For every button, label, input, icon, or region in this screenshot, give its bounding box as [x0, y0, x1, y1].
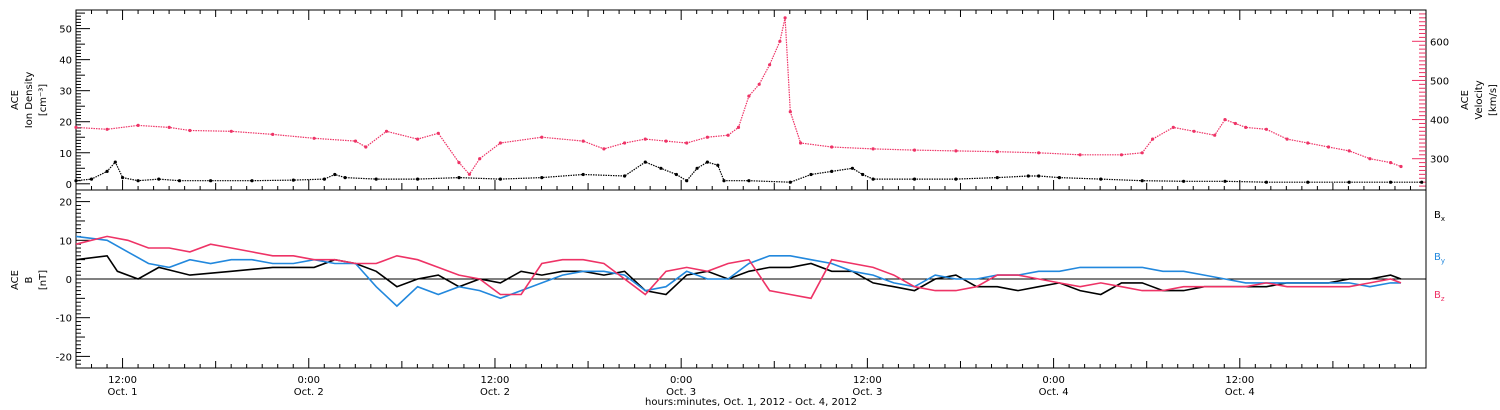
field-tick-label: 0 [66, 275, 72, 286]
x-tick-date: Oct. 3 [666, 387, 696, 398]
x-tick-time: 0:00 [1042, 375, 1064, 386]
velocity-series-point [271, 132, 275, 136]
x-axis-label: hours:minutes, Oct. 1, 2012 - Oct. 4, 20… [645, 397, 857, 408]
field-tick-label: 10 [59, 236, 72, 247]
velocity-series-point [540, 135, 544, 139]
legend-bx-name: B [1434, 210, 1441, 221]
velocity-tick-label: 400 [1430, 116, 1449, 127]
velocity-series-point [1192, 129, 1196, 133]
chart-dynamic-layer: 01020304050300400500600-20-100102012:00O… [56, 10, 1449, 398]
density-axis-label-line1: ACE [10, 90, 21, 110]
density-series-point [1182, 179, 1186, 183]
field-tick-label: -20 [56, 352, 72, 363]
velocity-series [74, 16, 1403, 176]
density-axis-label: ACE Ion Density [cm⁻³] [10, 72, 49, 129]
bz-series [75, 235, 1402, 300]
field-tick-label: 20 [59, 198, 72, 209]
x-tick-time: 12:00 [1225, 375, 1254, 386]
x-tick-time: 0:00 [670, 375, 692, 386]
velocity-series-trace [75, 17, 1402, 176]
x-tick-time: 12:00 [853, 375, 882, 386]
velocity-tick-label: 300 [1430, 155, 1449, 166]
velocity-series-point [1119, 153, 1124, 157]
x-tick-date: Oct. 2 [294, 387, 324, 398]
velocity-axis-label-line3: [km/s] [1488, 84, 1499, 116]
density-tick-label: 10 [59, 149, 72, 160]
density-series-trace [75, 161, 1422, 183]
velocity-tick-label: 500 [1430, 76, 1449, 87]
density-series-point [1389, 180, 1393, 184]
field-legend: Bx By Bz [1434, 210, 1445, 303]
field-axis-label: ACE B [nT] [10, 270, 49, 290]
velocity-tick-label: 600 [1430, 37, 1449, 48]
velocity-series-point [188, 128, 192, 133]
x-tick-date: Oct. 4 [1039, 387, 1069, 398]
field-tick-label: -10 [56, 314, 72, 325]
velocity-series-point [664, 139, 668, 143]
velocity-series-point [136, 123, 140, 127]
velocity-series-point [312, 136, 316, 140]
density-axis-label-line2: Ion Density [24, 72, 35, 129]
legend-bx-sub: x [1441, 215, 1445, 223]
x-tick-date: Oct. 1 [108, 387, 138, 398]
density-velocity-panel-frame [75, 9, 1427, 191]
field-axis-label-line1: ACE [10, 270, 21, 290]
x-tick-date: Oct. 4 [1225, 387, 1255, 398]
density-series-point [250, 179, 254, 183]
x-tick-time: 12:00 [108, 375, 137, 386]
x-tick-time: 12:00 [481, 375, 510, 386]
velocity-series-point [830, 145, 834, 149]
density-tick-label: 0 [66, 180, 72, 191]
velocity-axis-label-line2: Velocity [1474, 80, 1485, 119]
density-tick-label: 50 [59, 25, 72, 36]
legend-bx: Bx [1434, 210, 1445, 223]
legend-by-name: B [1434, 252, 1441, 263]
density-series-point [830, 169, 834, 173]
velocity-series-point [912, 148, 917, 152]
density-tick-label: 40 [59, 56, 72, 67]
legend-by: By [1434, 252, 1445, 265]
density-tick-label: 30 [59, 87, 72, 98]
density-series-point [498, 177, 502, 181]
legend-bz-sub: z [1441, 295, 1445, 303]
density-series-point [1026, 174, 1030, 178]
density-series-point [1037, 174, 1041, 178]
velocity-axis-label: ACE Velocity [km/s] [1460, 80, 1499, 119]
field-axis-label-line3: [nT] [38, 270, 49, 290]
legend-bz: Bz [1434, 290, 1445, 303]
legend-bz-name: B [1434, 290, 1441, 301]
density-series-point [177, 179, 182, 183]
density-series-point [954, 177, 958, 181]
by-series [75, 235, 1401, 308]
velocity-series-point [1037, 151, 1041, 155]
x-tick-date: Oct. 3 [852, 387, 882, 398]
density-series-point [157, 177, 161, 181]
field-axis-label-line2: B [24, 276, 35, 283]
velocity-series-point [1326, 145, 1331, 149]
density-axis-label-line3: [cm⁻³] [38, 84, 49, 116]
density-series [74, 160, 1424, 184]
legend-by-sub: y [1441, 257, 1445, 265]
velocity-axis-label-line1: ACE [1460, 90, 1471, 110]
x-tick-time: 0:00 [298, 375, 320, 386]
x-tick-date: Oct. 2 [480, 387, 510, 398]
density-tick-label: 20 [59, 118, 72, 129]
density-series-point [1099, 177, 1103, 181]
density-series-point [416, 177, 420, 181]
